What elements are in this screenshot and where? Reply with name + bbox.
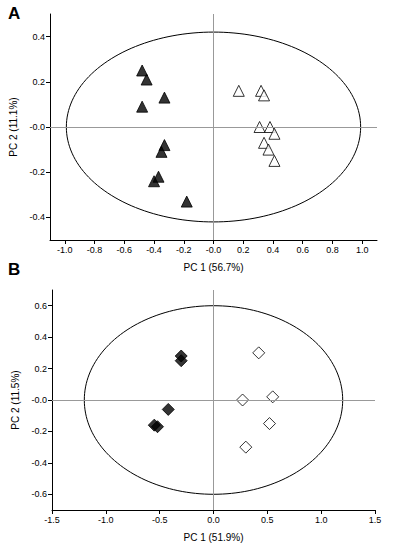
svg-text:-0.6: -0.6 (117, 245, 133, 255)
svg-text:1.5: 1.5 (369, 515, 382, 525)
svg-text:-0.4: -0.4 (29, 212, 45, 222)
svg-text:0.4: 0.4 (34, 332, 47, 342)
svg-text:-0.4: -0.4 (146, 245, 162, 255)
svg-text:0.5: 0.5 (261, 515, 274, 525)
svg-text:-0.2: -0.2 (176, 245, 192, 255)
svg-text:-0.0: -0.0 (31, 395, 47, 405)
svg-text:-0.5: -0.5 (152, 515, 168, 525)
svg-text:0.6: 0.6 (34, 301, 47, 311)
svg-text:0.0: 0.0 (207, 515, 220, 525)
svg-text:0.8: 0.8 (326, 245, 339, 255)
svg-text:0.2: 0.2 (32, 77, 45, 87)
svg-text:1.0: 1.0 (356, 245, 369, 255)
svg-text:0.6: 0.6 (296, 245, 309, 255)
svg-text:-0.8: -0.8 (87, 245, 103, 255)
svg-text:A: A (8, 4, 20, 23)
svg-text:PC 2 (11.5%): PC 2 (11.5%) (10, 370, 21, 429)
svg-text:-1.0: -1.0 (57, 245, 73, 255)
svg-text:-1.0: -1.0 (98, 515, 114, 525)
svg-text:PC 1 (56.7%): PC 1 (56.7%) (183, 262, 243, 273)
svg-text:-1.5: -1.5 (44, 515, 60, 525)
svg-text:-0.6: -0.6 (31, 489, 47, 499)
svg-text:B: B (8, 260, 20, 279)
svg-text:-0.4: -0.4 (31, 458, 47, 468)
svg-text:PC 2 (11.1%): PC 2 (11.1%) (8, 97, 19, 156)
svg-text:-0.0: -0.0 (29, 122, 45, 132)
svg-text:1.0: 1.0 (315, 515, 328, 525)
svg-text:-0.2: -0.2 (29, 167, 45, 177)
svg-text:0.4: 0.4 (32, 32, 45, 42)
svg-text:0.4: 0.4 (267, 245, 280, 255)
svg-text:PC 1 (51.9%): PC 1 (51.9%) (183, 532, 243, 543)
svg-text:0.2: 0.2 (34, 364, 47, 374)
svg-text:-0.0: -0.0 (206, 245, 222, 255)
svg-text:-0.2: -0.2 (31, 426, 47, 436)
svg-text:0.2: 0.2 (237, 245, 250, 255)
